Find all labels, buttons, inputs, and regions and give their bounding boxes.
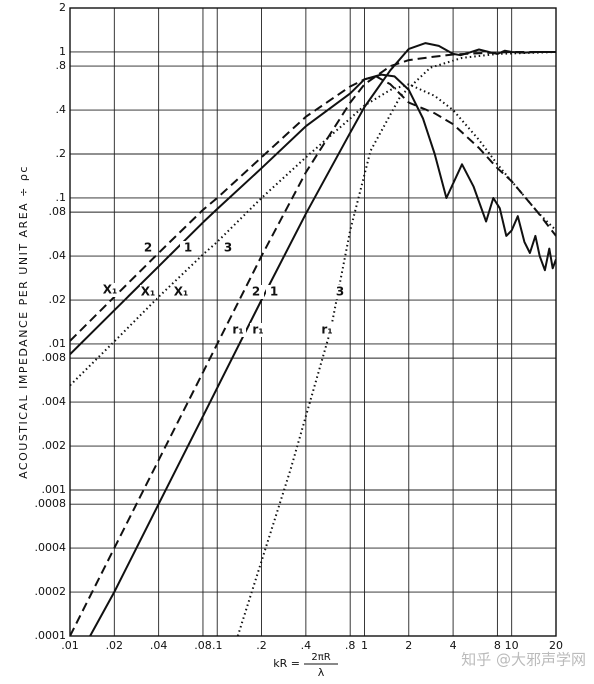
x-tick-label: 4 — [450, 639, 457, 652]
y-tick-label: .004 — [42, 395, 67, 408]
y-tick-label: .0008 — [35, 497, 67, 510]
annotation: 1 — [184, 241, 192, 255]
series-line — [70, 73, 556, 356]
y-tick-label: .02 — [49, 293, 67, 306]
x-tick-label: .8 — [345, 639, 356, 652]
watermark: 知乎 @大邪声学网 — [461, 651, 586, 669]
y-tick-label: .0002 — [35, 585, 67, 598]
annotation: X₁ — [141, 285, 156, 299]
x-axis-label-denominator: λ — [318, 666, 325, 679]
annotation: r₁ — [232, 323, 243, 337]
annotation: X₁ — [174, 285, 189, 299]
x-tick-label: .02 — [106, 639, 124, 652]
x-tick-label: 8 — [494, 639, 501, 652]
y-tick-label: 1 — [59, 45, 66, 58]
series-line — [70, 51, 556, 636]
x-tick-label: .04 — [150, 639, 168, 652]
series-line — [236, 51, 556, 636]
annotation-bg — [248, 285, 264, 299]
x-tick-label: 10 — [505, 639, 519, 652]
series-line — [89, 42, 556, 636]
annotation: 1 — [270, 285, 278, 299]
x-tick-label: 20 — [549, 639, 563, 652]
annotation-bg — [250, 323, 266, 337]
annotation: r₁ — [252, 323, 263, 337]
annotation-bg — [332, 285, 348, 299]
annotation-bg — [220, 241, 236, 255]
annotation-bg — [319, 323, 335, 337]
x-tick-label: 2 — [405, 639, 412, 652]
annotation-bg — [102, 283, 118, 297]
annotation-bg — [230, 323, 246, 337]
y-tick-label: .0004 — [35, 541, 67, 554]
x-tick-label: .1 — [212, 639, 223, 652]
y-tick-label: 2 — [59, 1, 66, 14]
y-tick-label: .04 — [49, 249, 67, 262]
annotation-bg — [140, 285, 156, 299]
annotation-bg — [180, 241, 196, 255]
annotation: 2 — [144, 241, 152, 255]
annotation: 3 — [336, 285, 344, 299]
x-tick-label: .2 — [256, 639, 267, 652]
y-tick-label: .1 — [56, 191, 67, 204]
annotation: r₁ — [321, 323, 332, 337]
y-tick-label: .001 — [42, 483, 67, 496]
plot-frame — [69, 7, 557, 637]
y-tick-label: .008 — [42, 351, 67, 364]
y-tick-label: .002 — [42, 439, 67, 452]
x-axis-label-numerator: 2πR — [311, 652, 330, 663]
x-tick-label: .01 — [61, 639, 79, 652]
y-tick-label: .08 — [49, 205, 67, 218]
annotation-bg — [140, 241, 156, 255]
x-tick-label: .08 — [194, 639, 212, 652]
series-line — [70, 83, 556, 387]
x-tick-label: .4 — [301, 639, 312, 652]
y-tick-label: .01 — [49, 337, 67, 350]
y-tick-label: .2 — [56, 147, 67, 160]
y-tick-label: .4 — [56, 103, 67, 116]
y-tick-label: .8 — [56, 59, 67, 72]
annotation: 3 — [224, 241, 232, 255]
annotation-bg — [173, 285, 189, 299]
annotation-bg — [266, 285, 282, 299]
series-line — [70, 75, 556, 342]
x-tick-label: 1 — [361, 639, 368, 652]
x-axis-label: kR = — [273, 657, 300, 670]
annotation: 2 — [252, 285, 260, 299]
y-tick-label: .0001 — [35, 629, 67, 642]
annotation: X₁ — [103, 283, 118, 297]
y-axis-label: ACOUSTICAL IMPEDANCE PER UNIT AREA ÷ ρc — [17, 165, 30, 479]
